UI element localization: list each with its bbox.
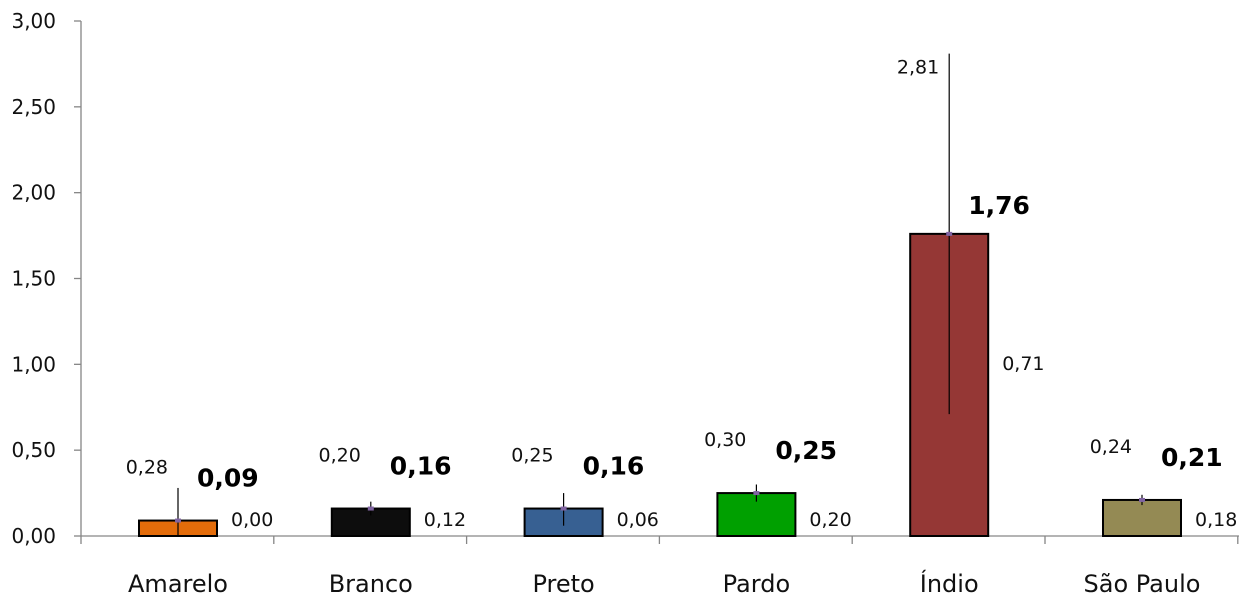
y-tick-label: 1,00 [11, 352, 56, 376]
upper-label: 0,25 [511, 445, 553, 467]
value-label: 0,16 [583, 452, 645, 481]
y-axis: 0,00 0,50 1,00 1,50 2,00 2,50 3,00 [11, 9, 82, 548]
bar [1102, 498, 1182, 538]
lower-label: 0,00 [231, 509, 273, 531]
upper-label: 0,28 [126, 457, 168, 479]
value-label: 0,25 [775, 436, 837, 465]
x-tick-label: São Paulo [1084, 570, 1201, 598]
x-tick-label: Branco [329, 570, 413, 598]
upper-label: 2,81 [897, 57, 939, 79]
value-label: 0,09 [197, 464, 259, 493]
upper-label: 0,20 [318, 445, 360, 467]
mean-marker [367, 506, 374, 511]
lower-label: 0,71 [1002, 353, 1044, 375]
y-tick-label: 3,00 [11, 9, 56, 33]
y-tick-label: 0,00 [11, 524, 56, 548]
value-label: 1,76 [968, 191, 1030, 220]
data-labels: 0,09 0,28 0,00 0,16 0,20 0,12 0,16 0,25 0,06 0,25… [126, 57, 1238, 531]
mean-marker [1139, 497, 1145, 502]
value-label: 0,16 [390, 452, 452, 481]
lower-label: 0,20 [809, 509, 851, 531]
y-tick-label: 2,00 [11, 181, 56, 205]
upper-label: 0,30 [704, 429, 746, 451]
lower-label: 0,12 [424, 509, 466, 531]
mean-marker [753, 491, 760, 496]
bars [138, 232, 1182, 538]
x-tick-label: Amarelo [128, 570, 228, 598]
upper-label: 0,24 [1090, 436, 1132, 458]
mean-marker [560, 506, 567, 511]
mean-marker [175, 518, 181, 523]
mean-marker [946, 231, 953, 236]
y-tick-label: 1,50 [11, 267, 56, 291]
x-tick-label: Índio [920, 569, 979, 598]
error-bars [175, 53, 1145, 536]
lower-label: 0,18 [1195, 509, 1237, 531]
value-label: 0,21 [1161, 443, 1223, 472]
y-tick-label: 2,50 [11, 95, 56, 119]
x-tick-label: Pardo [723, 570, 790, 598]
lower-label: 0,06 [617, 509, 659, 531]
x-axis: Amarelo Branco Preto Pardo Índio São Paulo [80, 535, 1239, 598]
x-tick-label: Preto [532, 570, 594, 598]
y-tick-label: 0,50 [11, 438, 56, 462]
